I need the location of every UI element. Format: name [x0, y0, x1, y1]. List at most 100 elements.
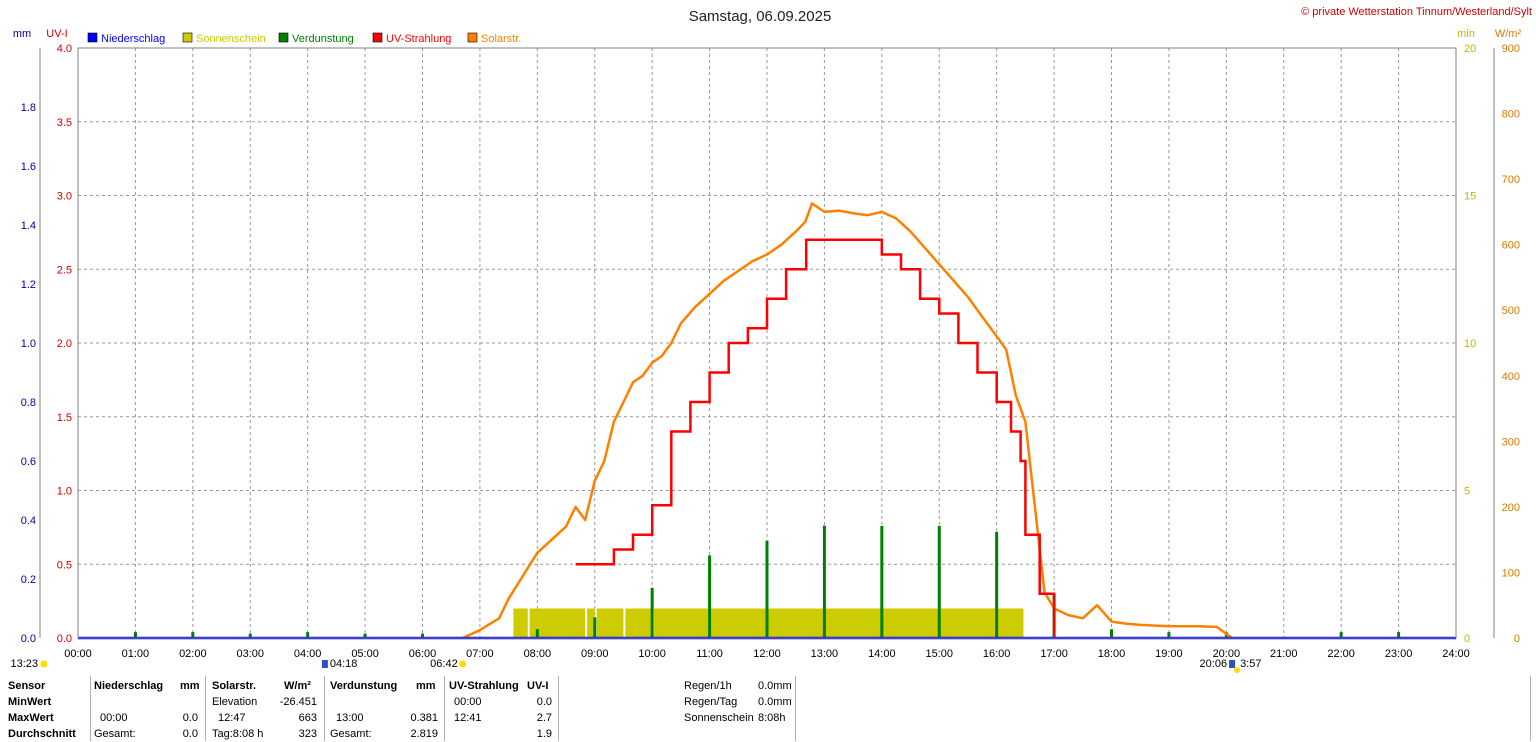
uv-tick-label: 3.0 [57, 191, 72, 203]
plot-frame [39, 47, 1495, 639]
right-outer-unit: W/m² [1495, 28, 1522, 40]
uv-tick-label: 1.0 [57, 486, 72, 498]
stats-sensor-header: Sensor [8, 680, 46, 692]
sunset-icon [1229, 660, 1236, 668]
stats-panel: Sensor Niederschlag mm Solarstr. W/m² Ve… [0, 676, 1536, 741]
sunshine-tick-label: 15 [1464, 191, 1476, 203]
solar-tick-label: 700 [1502, 174, 1520, 186]
stats-evap-unit: mm [416, 680, 436, 692]
stats-precip-unit: mm [180, 680, 200, 692]
stats-min-solar-label: Elevation [212, 696, 258, 708]
stats-max-precip-value: 0.0 [182, 712, 198, 724]
precip-tick-label: 1.4 [21, 220, 36, 232]
solar-tick-label: 800 [1502, 109, 1520, 121]
time-tick-label: 19:00 [1155, 648, 1183, 660]
evaporation-bar [306, 632, 310, 638]
uv-tick-label: 1.5 [57, 412, 72, 424]
evaporation-bar [937, 525, 941, 638]
stats-side-label-2: Sonnenschein [684, 712, 754, 724]
time-tick-label: 16:00 [983, 648, 1011, 660]
moonset-label: 13:23 [10, 658, 38, 670]
stats-max-row: MaxWert 00:00 0.0 12:47 663 13:00 0.381 … [0, 710, 1536, 726]
solar-tick-label: 900 [1502, 43, 1520, 55]
stats-max-solar-value: 663 [298, 712, 317, 724]
time-tick-label: 15:00 [925, 648, 953, 660]
solar-tick-label: 400 [1502, 371, 1520, 383]
sunshine-tick-label: 5 [1464, 486, 1470, 498]
time-tick-label: 09:00 [581, 648, 609, 660]
solar-tick-label: 600 [1502, 240, 1520, 252]
evaporation-bar [1110, 629, 1113, 638]
solar-tick-label: 0 [1514, 633, 1520, 645]
evaporation-bar [650, 587, 654, 638]
moonset-icon [40, 660, 48, 668]
time-tick-label: 06:00 [409, 648, 437, 660]
sunshine-bar [625, 608, 653, 638]
stats-max-solar-time: 12:47 [218, 712, 246, 724]
evaporation-bar [1167, 632, 1171, 638]
uv-tick-label: 2.0 [57, 338, 72, 350]
precip-tick-label: 0.4 [21, 515, 36, 527]
stats-min-uv-time: 00:00 [454, 696, 482, 708]
chart-title: Samstag, 06.09.2025 [689, 8, 832, 25]
precip-tick-label: 0.2 [21, 574, 36, 586]
sunset-label: 20:06 [1200, 658, 1228, 670]
weather-chart: Samstag, 06.09.2025 © private Wetterstat… [10, 6, 1532, 673]
evaporation-bar [1397, 632, 1401, 638]
stats-avg-evap-label: Gesamt: [330, 728, 372, 740]
solar-tick-label: 300 [1502, 436, 1520, 448]
legend-swatch [87, 32, 98, 43]
time-tick-label: 18:00 [1098, 648, 1126, 660]
time-tick-label: 08:00 [524, 648, 552, 660]
stats-avg-precip-value: 0.0 [182, 728, 198, 740]
sunshine-bar [596, 608, 624, 638]
evaporation-bar [765, 540, 769, 638]
evaporation-series [133, 525, 1401, 638]
precip-tick-label: 1.0 [21, 338, 36, 350]
stats-side-value-0: 0.0mm [758, 680, 792, 692]
precip-tick-label: 1.8 [21, 102, 36, 114]
stats-avg-uv-value: 1.9 [536, 728, 552, 740]
sunrise-label: 06:42 [430, 658, 458, 670]
evaporation-bar [880, 525, 884, 638]
evaporation-bar [593, 617, 597, 638]
stats-side-label-1: Regen/Tag [684, 696, 738, 708]
legend-label: Verdunstung [292, 33, 354, 45]
evaporation-bar [133, 632, 137, 638]
stats-max-uv-time: 12:41 [454, 712, 482, 724]
stats-side-label-0: Regen/1h [684, 680, 732, 692]
time-tick-label: 10:00 [638, 648, 666, 660]
sunshine-bar [529, 608, 586, 638]
evaporation-bar [995, 531, 999, 638]
time-tick-label: 17:00 [1040, 648, 1068, 660]
precip-tick-label: 0.0 [21, 633, 36, 645]
sunshine-tick-label: 0 [1464, 633, 1470, 645]
uv-tick-label: 3.5 [57, 117, 72, 129]
stats-avg-solar-value: 323 [298, 728, 317, 740]
time-tick-label: 14:00 [868, 648, 896, 660]
evaporation-bar [248, 633, 252, 638]
stats-avg-solar-label: Tag:8:08 h [212, 728, 264, 740]
sun-moon-markers: 13:23 04:18 06:42 20:06 3:57 [10, 658, 1261, 673]
moon-b-label: 3:57 [1240, 658, 1261, 670]
uv-tick-label: 4.0 [57, 43, 72, 55]
station-credit: © private Wetterstation Tinnum/Westerlan… [1301, 6, 1532, 18]
moonrise-icon [321, 660, 328, 668]
sunshine-bar [654, 608, 1024, 638]
stats-max-label: MaxWert [8, 712, 54, 724]
stats-avg-label: Durchschnitt [8, 728, 76, 740]
legend-label: Sonnenschein [196, 33, 266, 45]
stats-precip-header: Niederschlag [94, 680, 164, 692]
stats-solar-header: Solarstr. [212, 680, 257, 692]
stats-avg-precip-label: Gesamt: [94, 728, 136, 740]
time-tick-label: 07:00 [466, 648, 494, 660]
right-inner-unit: min [1457, 28, 1475, 40]
legend-label: UV-Strahlung [386, 33, 451, 45]
tick-labels: 1.8 1.6 1.4 1.2 1.0 0.8 0.6 0.4 0.2 0.0 4.0 3.5 3.0 2… [21, 43, 1520, 660]
evaporation-bar [191, 632, 195, 638]
legend-label: Solarstr. [481, 33, 521, 45]
legend-swatch [372, 32, 383, 43]
left-inner-unit: UV-I [46, 28, 67, 40]
precip-tick-label: 1.6 [21, 161, 36, 173]
time-tick-label: 21:00 [1270, 648, 1298, 660]
